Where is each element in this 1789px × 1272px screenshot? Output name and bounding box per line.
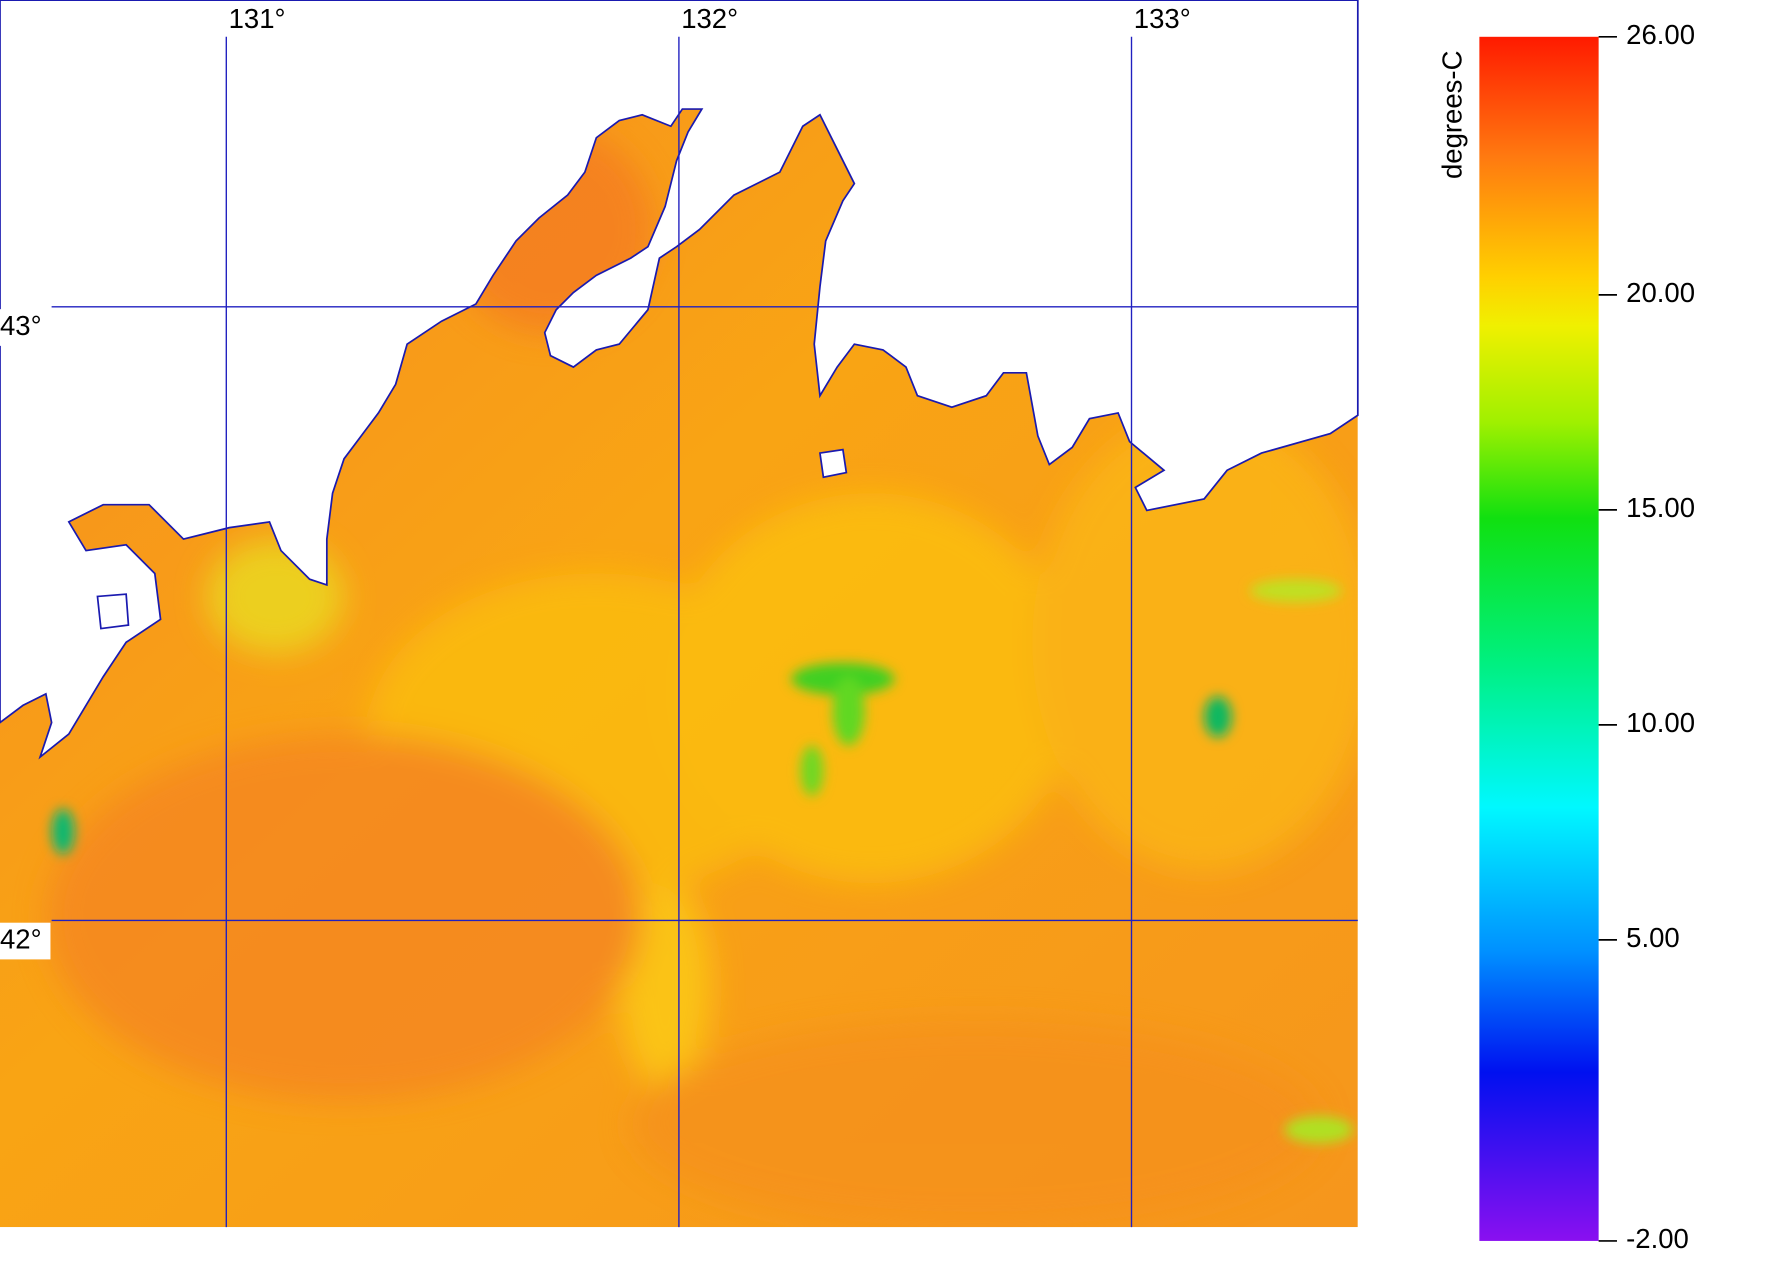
label-background	[0, 922, 51, 960]
colorbar-label: degrees-C	[1436, 51, 1467, 179]
colorbar-tick-label: 26.00	[1626, 19, 1695, 50]
longitude-label: 131°	[229, 3, 286, 34]
longitude-label: 133°	[1134, 3, 1191, 34]
coastline-land	[0, 0, 1359, 760]
latitude-label: 42°	[0, 923, 42, 954]
colorbar	[1479, 36, 1599, 1241]
colorbar-tick-label: 5.00	[1626, 922, 1680, 953]
label-background	[0, 309, 51, 346]
latitude-label: 43°	[0, 310, 42, 341]
graticule	[51, 36, 1358, 1228]
island	[96, 593, 130, 630]
colorbar-tick-label: 20.00	[1626, 277, 1695, 308]
longitude-label: 132°	[681, 3, 738, 34]
colorbar-tick-label: -2.00	[1626, 1223, 1689, 1254]
colorbar-tick-label: 10.00	[1626, 707, 1695, 738]
colorbar-tick-label: 15.00	[1626, 492, 1695, 523]
island	[818, 448, 848, 479]
